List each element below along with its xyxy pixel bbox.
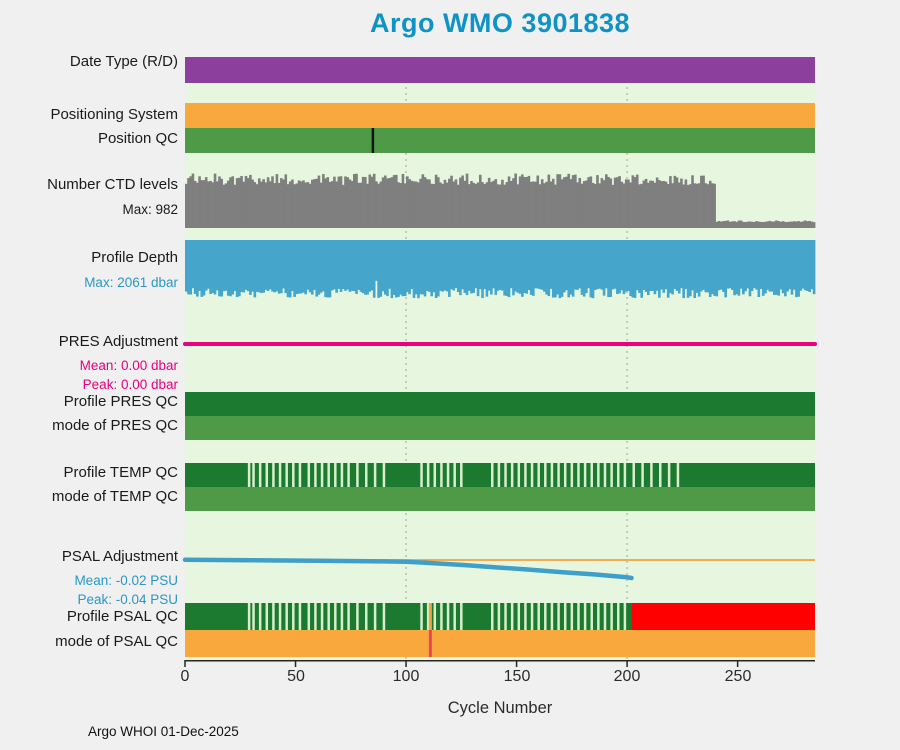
row-label-profile-pres-qc: Profile PRES QC [63, 393, 178, 410]
x-tick-label-200: 200 [613, 668, 641, 685]
row-label-mode-pres-qc: mode of PRES QC [52, 417, 178, 434]
pres-adjustment-mean: Mean: 0.00 dbar [79, 358, 178, 373]
x-tick-label-0: 0 [180, 668, 190, 685]
x-tick-label-50: 50 [287, 668, 305, 685]
row-label-positioning-system: Positioning System [50, 106, 178, 123]
row-label-position-qc: Position QC [97, 130, 178, 147]
pres-adjustment-peak: Peak: 0.00 dbar [82, 377, 178, 392]
row-label-ctd-levels: Number CTD levels [47, 176, 178, 193]
chart-canvas [182, 57, 817, 667]
profile-depth-max-value: Max: 2061 dbar [84, 275, 178, 290]
row-label-psal-adjustment: PSAL Adjustment [61, 548, 178, 565]
footer-note: Argo WHOI 01-Dec-2025 [88, 724, 239, 739]
x-tick-label-100: 100 [392, 668, 420, 685]
plot-area [182, 57, 817, 667]
x-axis-title: Cycle Number [447, 699, 553, 717]
row-label-profile-psal-qc: Profile PSAL QC [66, 608, 178, 625]
x-tick-label-150: 150 [503, 668, 531, 685]
ctd-levels-max-value: Max: 982 [122, 202, 178, 217]
psal-adjustment-mean: Mean: -0.02 PSU [74, 573, 178, 588]
row-label-mode-psal-qc: mode of PSAL QC [55, 633, 178, 650]
row-label-profile-depth: Profile Depth [91, 249, 178, 266]
row-label-profile-temp-qc: Profile TEMP QC [63, 464, 178, 481]
page-title: Argo WMO 3901838 [369, 8, 631, 38]
row-label-date-type: Date Type (R/D) [69, 53, 178, 70]
row-label-mode-temp-qc: mode of TEMP QC [51, 488, 178, 505]
psal-adjustment-peak: Peak: -0.04 PSU [77, 592, 178, 607]
x-tick-label-250: 250 [724, 668, 752, 685]
row-label-pres-adjustment: PRES Adjustment [58, 333, 178, 350]
